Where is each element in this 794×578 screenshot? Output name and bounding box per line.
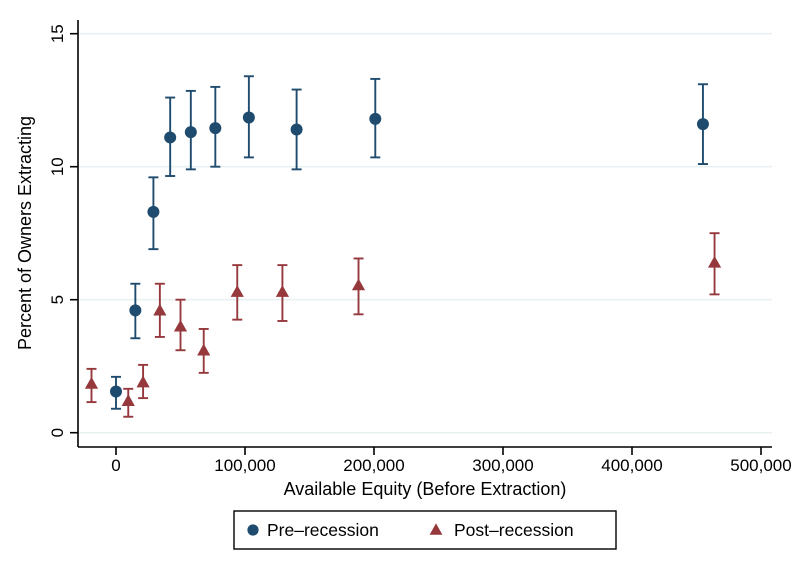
pre-recession-circle-icon: [247, 524, 259, 536]
data-point-marker: [209, 122, 222, 135]
x-axis-tick-label: 100,000: [214, 456, 275, 475]
data-point-marker: [351, 278, 366, 291]
data-point-marker: [84, 376, 99, 389]
data-point-marker: [184, 126, 197, 139]
data-point-marker: [164, 131, 177, 144]
x-axis-title: Available Equity (Before Extraction): [284, 479, 567, 499]
data-point-marker: [275, 285, 290, 297]
data-point-marker: [173, 319, 188, 332]
x-axis-tick-label: 200,000: [343, 456, 404, 475]
y-axis-tick-label: 5: [48, 295, 67, 304]
data-point-marker: [129, 304, 142, 317]
data-point-marker: [707, 255, 722, 268]
data-point-marker: [696, 118, 709, 131]
x-axis-tick-label: 400,000: [601, 456, 662, 475]
data-point-marker: [153, 303, 167, 316]
legend-label-post-recession: Post–recession: [454, 520, 574, 540]
data-point-marker: [242, 111, 255, 124]
x-axis-tick-label: 300,000: [472, 456, 533, 475]
data-point-marker: [290, 123, 303, 136]
data-point-marker: [136, 375, 150, 388]
data-point-marker: [147, 205, 160, 218]
x-axis-tick-label: 500,000: [730, 456, 791, 475]
data-point-marker: [197, 343, 211, 356]
axes-layer: 0 5 10 15 0 100,000 200,000 300,000 400,000 500,0…: [48, 20, 792, 475]
y-axis-tick-label: 15: [48, 24, 67, 43]
legend: Pre–recession Post–recession: [233, 510, 617, 550]
data-point-marker: [369, 112, 382, 125]
data-points-layer: [84, 75, 722, 418]
data-point-marker: [230, 285, 244, 297]
post-recession-triangle-icon: [429, 523, 443, 535]
data-point-marker: [121, 394, 135, 406]
y-axis-title: Percent of Owners Extracting: [15, 116, 35, 350]
y-axis-tick-label: 0: [48, 428, 67, 437]
x-axis-tick-label: 0: [111, 456, 120, 475]
y-axis-tick-label: 10: [48, 157, 67, 176]
gridlines-layer: [78, 32, 772, 434]
data-point-marker: [110, 385, 122, 398]
legend-label-pre-recession: Pre–recession: [267, 520, 379, 540]
legend-box: [233, 510, 617, 550]
